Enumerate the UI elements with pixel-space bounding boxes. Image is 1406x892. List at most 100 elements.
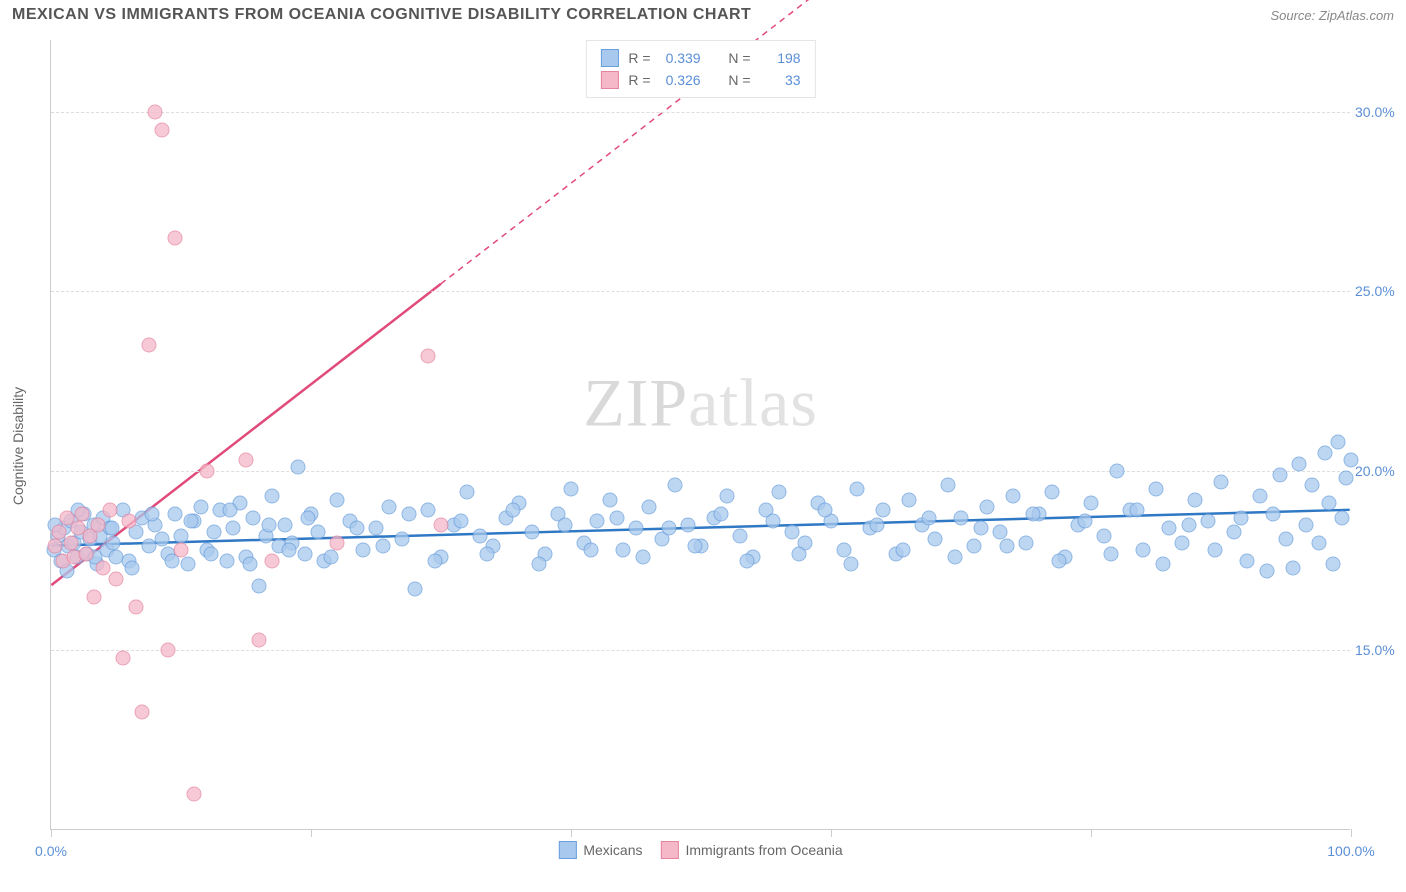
data-point: [1149, 481, 1164, 496]
data-point: [1188, 492, 1203, 507]
data-point: [473, 528, 488, 543]
data-point: [1240, 553, 1255, 568]
data-point: [203, 546, 218, 561]
data-point: [557, 517, 572, 532]
data-point: [154, 532, 169, 547]
data-point: [135, 704, 150, 719]
data-point: [642, 499, 657, 514]
data-point: [115, 650, 130, 665]
data-point: [265, 553, 280, 568]
data-point: [1233, 510, 1248, 525]
data-point: [713, 507, 728, 522]
data-point: [681, 517, 696, 532]
data-point: [817, 503, 832, 518]
y-tick-label: 20.0%: [1355, 463, 1406, 479]
data-point: [869, 517, 884, 532]
data-point: [460, 485, 475, 500]
x-tick: [311, 829, 312, 837]
data-point: [105, 521, 120, 536]
gridline: [51, 471, 1350, 472]
data-point: [590, 514, 605, 529]
data-point: [603, 492, 618, 507]
legend-swatch: [660, 841, 678, 859]
data-point: [401, 507, 416, 522]
data-point: [291, 460, 306, 475]
data-point: [902, 492, 917, 507]
data-point: [1051, 553, 1066, 568]
legend-correlation: R =0.339 N =198R =0.326 N =33: [585, 40, 815, 98]
data-point: [262, 517, 277, 532]
data-point: [180, 557, 195, 572]
data-point: [427, 553, 442, 568]
legend-row: R =0.326 N =33: [600, 69, 800, 91]
data-point: [1129, 503, 1144, 518]
y-tick-label: 25.0%: [1355, 283, 1406, 299]
legend-series: MexicansImmigrants from Oceania: [558, 841, 842, 859]
data-point: [375, 539, 390, 554]
data-point: [174, 542, 189, 557]
data-point: [421, 503, 436, 518]
data-point: [895, 542, 910, 557]
data-point: [223, 503, 238, 518]
data-point: [349, 521, 364, 536]
data-point: [531, 557, 546, 572]
data-point: [739, 553, 754, 568]
data-point: [356, 542, 371, 557]
data-point: [47, 539, 62, 554]
data-point: [278, 517, 293, 532]
data-point: [941, 478, 956, 493]
data-point: [1285, 560, 1300, 575]
x-tick-label: 100.0%: [1327, 843, 1374, 859]
data-point: [850, 481, 865, 496]
data-point: [369, 521, 384, 536]
data-point: [252, 632, 267, 647]
data-point: [564, 481, 579, 496]
data-point: [1331, 435, 1346, 450]
data-point: [245, 510, 260, 525]
data-point: [239, 453, 254, 468]
data-point: [1338, 471, 1353, 486]
data-point: [193, 499, 208, 514]
data-point: [145, 507, 160, 522]
scatter-chart: ZIPatlas R =0.339 N =198R =0.326 N =33 M…: [50, 40, 1350, 830]
legend-row: R =0.339 N =198: [600, 47, 800, 69]
data-point: [1006, 489, 1021, 504]
data-point: [791, 546, 806, 561]
y-tick-label: 30.0%: [1355, 104, 1406, 120]
data-point: [1084, 496, 1099, 511]
data-point: [167, 507, 182, 522]
data-point: [102, 503, 117, 518]
data-point: [687, 539, 702, 554]
data-point: [1344, 453, 1359, 468]
data-point: [1334, 510, 1349, 525]
data-point: [122, 514, 137, 529]
gridline: [51, 650, 1350, 651]
data-point: [1175, 535, 1190, 550]
data-point: [1325, 557, 1340, 572]
data-point: [187, 787, 202, 802]
source-label: Source: ZipAtlas.com: [1270, 8, 1394, 23]
data-point: [1214, 474, 1229, 489]
data-point: [479, 546, 494, 561]
data-point: [1097, 528, 1112, 543]
data-point: [96, 560, 111, 575]
chart-title: MEXICAN VS IMMIGRANTS FROM OCEANIA COGNI…: [12, 6, 751, 24]
data-point: [434, 517, 449, 532]
data-point: [954, 510, 969, 525]
legend-item: Immigrants from Oceania: [660, 841, 842, 859]
data-point: [1259, 564, 1274, 579]
data-point: [330, 535, 345, 550]
data-point: [1025, 507, 1040, 522]
data-point: [525, 524, 540, 539]
data-point: [141, 338, 156, 353]
data-point: [1155, 557, 1170, 572]
data-point: [1201, 514, 1216, 529]
data-point: [616, 542, 631, 557]
data-point: [154, 122, 169, 137]
data-point: [1253, 489, 1268, 504]
data-point: [79, 546, 94, 561]
data-point: [1321, 496, 1336, 511]
data-point: [843, 557, 858, 572]
data-point: [206, 524, 221, 539]
data-point: [265, 489, 280, 504]
